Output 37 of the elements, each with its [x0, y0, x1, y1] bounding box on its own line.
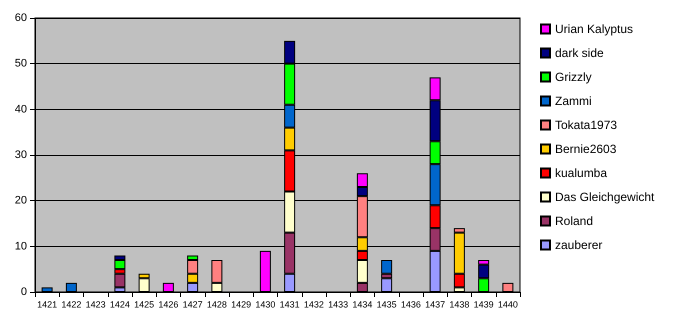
legend-label: kualumba: [555, 166, 608, 180]
x-tick-label: 1429: [231, 300, 252, 310]
x-tick-label: 1423: [86, 300, 106, 310]
legend-label: Roland: [555, 214, 594, 228]
x-tick-label: 1427: [182, 300, 203, 310]
x-tick-label: 1435: [376, 300, 397, 310]
x-tick-label: 1432: [304, 300, 324, 310]
y-tick-label: 60: [14, 12, 27, 24]
x-tick-label: 1434: [352, 300, 372, 310]
legend-label: Tokata1973: [555, 118, 618, 132]
y-tick-label: 20: [14, 194, 27, 207]
x-tick-label: 1433: [328, 300, 348, 310]
x-tick-label: 1439: [474, 300, 494, 310]
x-tick-label: 1437: [425, 300, 446, 310]
legend-label: Das Gleichgewicht: [555, 190, 656, 204]
y-tick-label: 30: [14, 149, 27, 161]
x-tick-label: 1431: [280, 300, 300, 310]
legend-label: Bernie2603: [555, 142, 617, 156]
x-tick-label: 1421: [37, 300, 58, 310]
x-tick-label: 1424: [110, 300, 130, 310]
legend-label: Zammi: [555, 94, 592, 108]
legend-label: Grizzly: [555, 70, 592, 84]
x-tick-label: 1422: [61, 300, 82, 310]
x-tick-label: 1430: [255, 300, 276, 310]
y-tick-label: 50: [14, 58, 27, 70]
legend-label: dark side: [555, 46, 604, 60]
y-tick-label: 40: [14, 103, 27, 116]
x-tick-label: 1428: [206, 300, 227, 310]
y-tick-label: 0: [20, 286, 27, 298]
x-tick-label: 1426: [158, 300, 178, 310]
x-tick-label: 1436: [400, 300, 421, 310]
legend-label: Urian Kalyptus: [555, 22, 634, 36]
x-tick-label: 1440: [498, 300, 518, 310]
x-tick-label: 1438: [449, 300, 470, 310]
x-tick-label: 1425: [134, 300, 154, 310]
y-tick-label: 10: [14, 240, 27, 252]
legend-label: zauberer: [555, 238, 602, 252]
